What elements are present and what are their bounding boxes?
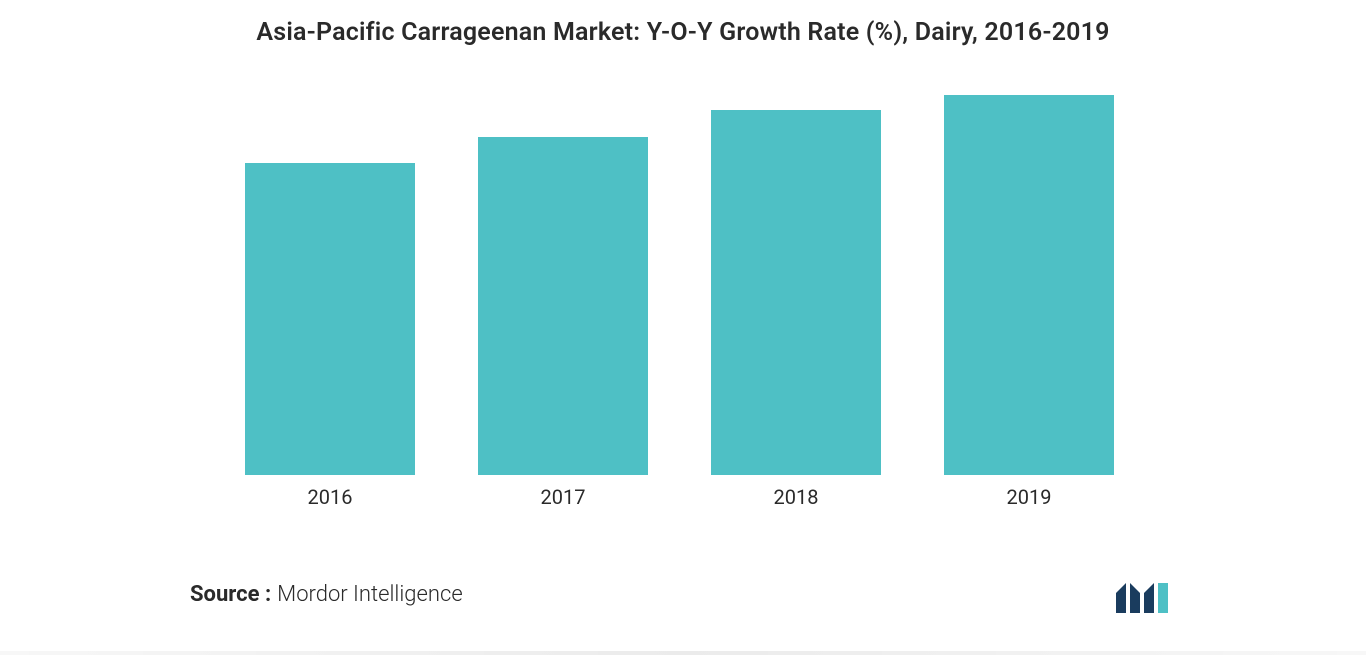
bar: [944, 95, 1114, 475]
source-footer: Source : Mordor Intelligence: [190, 582, 463, 607]
bottom-border: [0, 651, 1366, 655]
logo-bar-1: [1116, 583, 1126, 613]
chart-title: Asia-Pacific Carrageenan Market: Y-O-Y G…: [0, 0, 1366, 47]
bar: [245, 163, 415, 475]
logo-bar-2: [1130, 583, 1140, 613]
source-label: Source :: [190, 582, 271, 607]
chart-container: Asia-Pacific Carrageenan Market: Y-O-Y G…: [0, 0, 1366, 655]
bar: [478, 137, 648, 475]
logo-bar-3: [1144, 583, 1154, 613]
x-label: 2019: [1007, 485, 1052, 509]
brand-logo: [1114, 579, 1176, 615]
x-label: 2018: [774, 485, 819, 509]
bar: [711, 110, 881, 475]
x-label: 2017: [541, 485, 586, 509]
logo-accent: [1158, 583, 1168, 613]
x-axis-labels: 2016 2017 2018 2019: [245, 485, 1115, 515]
source-value: Mordor Intelligence: [277, 582, 463, 607]
x-label: 2016: [308, 485, 353, 509]
plot-area: [245, 95, 1115, 475]
